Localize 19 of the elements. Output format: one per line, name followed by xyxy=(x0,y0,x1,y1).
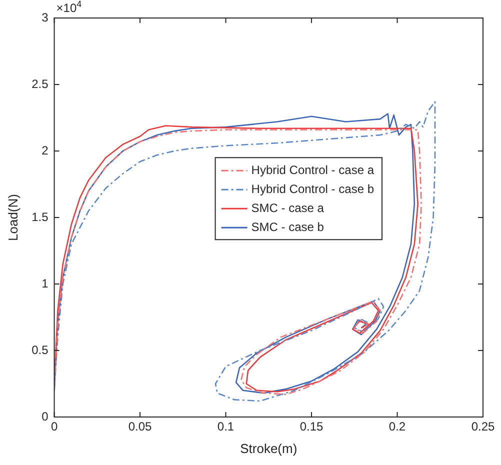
x-tick-label: 0.15 xyxy=(300,420,324,434)
legend-label: Hybrid Control - case a xyxy=(251,162,374,177)
x-tick-label: 0.1 xyxy=(217,420,234,434)
y-tick-label: 1.5 xyxy=(32,210,49,224)
x-tick-label: 0.05 xyxy=(128,420,152,434)
y-tick-label: 1 xyxy=(42,276,49,290)
y-tick-label: 2.5 xyxy=(32,76,49,91)
legend-label: SMC - case a xyxy=(251,200,324,215)
x-tick-label: 0.25 xyxy=(471,420,495,434)
y-tick-label: 0 xyxy=(42,409,49,424)
x-tick-label: 0.2 xyxy=(388,420,406,434)
y-tick-label: 2 xyxy=(42,143,49,158)
y-tick-label: 0.5 xyxy=(32,342,49,357)
legend-label: SMC - case b xyxy=(251,220,324,234)
x-axis-title: Stroke(m) xyxy=(240,440,298,456)
legend-label: Hybrid Control - case b xyxy=(251,182,374,196)
y-axis-title: Load(N) xyxy=(5,194,20,241)
x-tick-label: 0 xyxy=(50,420,58,434)
y-tick-label: 3 xyxy=(42,10,49,24)
